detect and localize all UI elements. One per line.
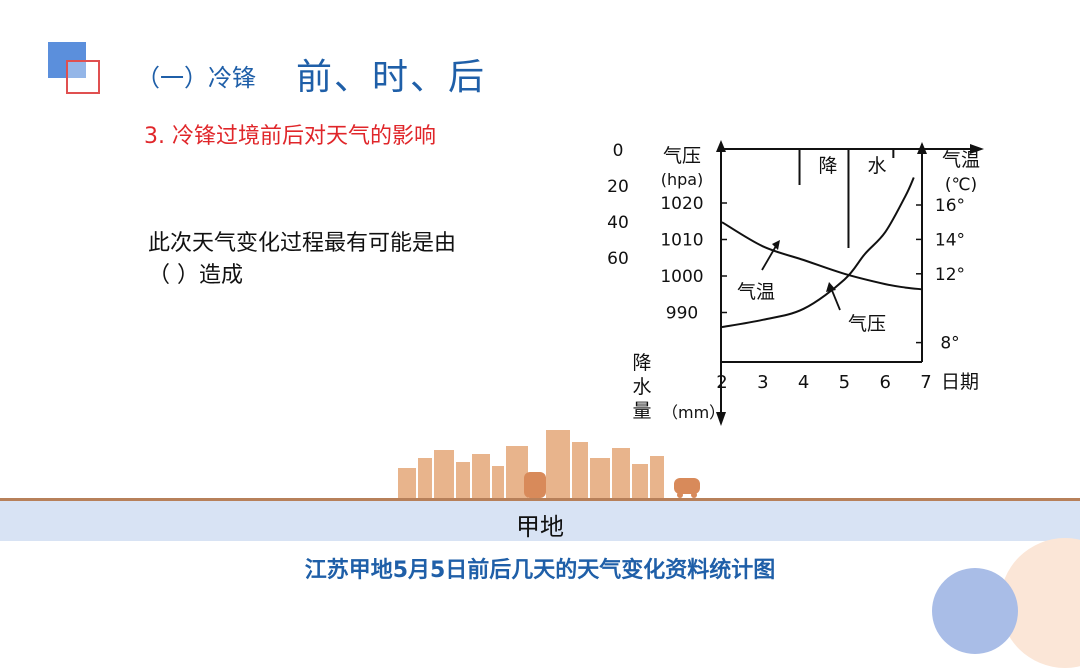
city-skyline-illustration xyxy=(398,430,700,500)
temperature-series-label: 气温 xyxy=(737,281,775,303)
x-tick-label: 4 xyxy=(798,372,809,393)
temperature-tick-label: 12° xyxy=(935,265,965,285)
precip-axis-label-char: 水 xyxy=(632,376,651,398)
subtitle: 3. 冷锋过境前后对天气的影响 xyxy=(144,124,436,149)
question-line-2: （ ）造成 xyxy=(148,263,243,288)
precip-tick-label: 60 xyxy=(607,249,629,269)
temperature-line xyxy=(721,221,923,291)
pressure-tick-label: 1010 xyxy=(660,231,703,251)
x-axis-label: 日期 xyxy=(941,371,979,393)
temperature-pointer xyxy=(761,245,777,271)
precip-tick-label: 0 xyxy=(613,141,624,161)
left-axis-arrow-down xyxy=(716,412,726,426)
pressure-tick-label: 1020 xyxy=(660,194,703,214)
precip-axis-label-char: 量 xyxy=(632,400,651,422)
pressure-pointer xyxy=(830,287,841,311)
precip-tick-label: 40 xyxy=(607,213,629,233)
x-tick-label: 3 xyxy=(757,372,768,393)
precip-label: 水 xyxy=(867,155,886,177)
logo-mark xyxy=(48,42,100,94)
logo-square-outline xyxy=(66,60,100,94)
x-tick-label: 6 xyxy=(879,372,890,393)
temperature-axis-unit: (℃) xyxy=(945,175,977,195)
footer-band xyxy=(0,498,1080,541)
title-prefix: （一）冷锋 xyxy=(136,64,256,92)
question-text: 此次天气变化过程最有可能是由 （ ）造成 xyxy=(148,228,456,292)
top-axis-arrow xyxy=(970,144,984,154)
decor-circle-blue xyxy=(932,568,1018,654)
x-tick-label: 5 xyxy=(839,372,850,393)
pressure-axis-unit: (hpa) xyxy=(661,170,704,189)
precip-tick-label: 20 xyxy=(607,177,629,197)
temperature-axis-label: 气温 xyxy=(942,149,980,171)
pressure-series-label: 气压 xyxy=(848,313,886,335)
right-axis-arrow xyxy=(917,142,927,154)
precip-axis-unit: （mm） xyxy=(662,403,725,422)
precip-axis-label-char: 降 xyxy=(632,352,651,374)
temperature-tick-label: 16° xyxy=(935,196,965,216)
question-line-1: 此次天气变化过程最有可能是由 xyxy=(148,231,457,256)
pressure-tick-label: 990 xyxy=(666,304,698,324)
x-tick-label: 7 xyxy=(920,372,931,393)
pressure-pointer-head xyxy=(826,282,836,292)
precip-label: 降 xyxy=(818,155,837,177)
temperature-pointer-head xyxy=(772,240,780,250)
left-axis-arrow-up xyxy=(716,140,726,152)
pressure-tick-label: 1000 xyxy=(660,267,703,287)
place-label: 甲地 xyxy=(516,513,564,541)
temperature-tick-label: 14° xyxy=(935,230,965,250)
pressure-line xyxy=(721,177,915,329)
page-title: 前、时、后 xyxy=(296,57,487,98)
temperature-tick-label: 8° xyxy=(940,334,959,354)
pressure-axis-label: 气压 xyxy=(663,145,701,167)
chart-caption: 江苏甲地5月5日前后几天的天气变化资料统计图 xyxy=(304,558,776,583)
x-tick-label: 2 xyxy=(716,372,727,393)
